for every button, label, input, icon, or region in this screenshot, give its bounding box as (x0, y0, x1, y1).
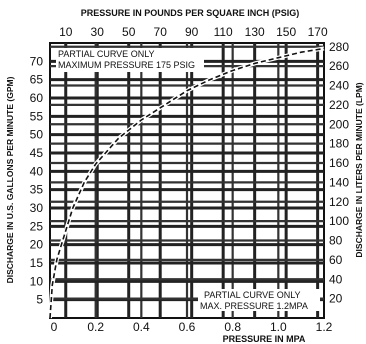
mpa-tick-label-0: 0 (51, 320, 58, 334)
right-axis-title: DISCHARGE IN LITERS PER MINUTE (LPM) (354, 82, 364, 257)
psig-tick-label-5: 110 (214, 25, 233, 39)
gpm-tick-label-10: 55 (30, 109, 44, 123)
psig-tick-label-2: 50 (122, 25, 136, 39)
mpa-tick-label-2: 0.4 (133, 320, 150, 334)
gpm-tick-label-11: 60 (30, 91, 44, 105)
bottom-axis-title: PRESSURE IN MPA (223, 334, 306, 344)
gpm-tick-label-2: 15 (30, 256, 44, 270)
mpa-tick-label-1: 0.2 (87, 320, 104, 334)
left-axis-title: DISCHARGE IN U.S. GALLONS PER MINUTE (GP… (5, 76, 15, 283)
gpm-tick-label-8: 45 (30, 146, 44, 160)
mpa-tick-label-4: 0.8 (224, 320, 241, 334)
note-top-bg (56, 48, 204, 72)
gpm-tick-label-9: 50 (30, 128, 44, 142)
mpa-tick-label-5: 1.0 (270, 320, 287, 334)
gpm-tick-label-7: 40 (30, 164, 44, 178)
mpa-tick-label-3: 0.6 (179, 320, 196, 334)
lpm-tick-label-13: 280 (329, 40, 349, 54)
gpm-tick-label-3: 20 (30, 238, 44, 252)
grid (49, 42, 325, 319)
psig-tick-label-1: 30 (91, 25, 105, 39)
gpm-tick-label-1: 10 (30, 274, 44, 288)
lpm-tick-label-11: 240 (329, 79, 349, 93)
lpm-tick-label-8: 180 (329, 137, 349, 151)
tick-labels: 10 30 50 70 90 110 130 150 170 0 0.2 0.4 0.6 0.8 1.0 1.… (30, 25, 350, 334)
psig-tick-label-0: 10 (59, 25, 73, 39)
lpm-tick-label-10: 220 (329, 98, 349, 112)
top-axis-title: PRESSURE IN POUNDS PER SQUARE INCH (PSIG… (81, 8, 300, 18)
note-top-line-1: PARTIAL CURVE ONLY (58, 49, 155, 59)
psig-tick-label-4: 90 (185, 25, 199, 39)
lpm-tick-label-7: 160 (329, 156, 349, 170)
lpm-tick-label-3: 80 (329, 234, 343, 248)
lpm-tick-label-12: 260 (329, 59, 349, 73)
series-0-line (49, 47, 325, 319)
psig-tick-label-6: 130 (245, 25, 265, 39)
lpm-tick-label-1: 40 (329, 272, 343, 286)
mpa-tick-label-6: 1.2 (316, 320, 333, 334)
lpm-tick-label-5: 120 (329, 195, 349, 209)
gpm-tick-label-13: 70 (30, 54, 44, 68)
note-bottom-bg (198, 289, 320, 311)
psig-tick-label-7: 150 (276, 25, 296, 39)
curve-layer (48, 46, 325, 319)
gpm-tick-label-12: 65 (30, 73, 44, 87)
gpm-tick-label-6: 35 (30, 183, 44, 197)
note-bottom-line-2: MAX. PRESSURE 1.2MPA (200, 301, 308, 311)
lpm-tick-label-0: 20 (329, 292, 343, 306)
gpm-tick-label-5: 30 (30, 201, 44, 215)
gpm-tick-label-0: 5 (36, 293, 43, 307)
lpm-tick-label-4: 100 (329, 214, 349, 228)
lpm-tick-label-9: 200 (329, 117, 349, 131)
note-top-line-2: MAXIMUM PRESSURE 175 PSIG (58, 60, 195, 70)
psig-tick-label-3: 70 (154, 25, 168, 39)
psig-tick-label-8: 170 (308, 25, 328, 39)
lpm-tick-label-6: 140 (329, 175, 349, 189)
note-bottom-line-1: PARTIAL CURVE ONLY (204, 290, 301, 300)
gpm-tick-label-4: 25 (30, 219, 44, 233)
lpm-tick-label-2: 60 (329, 253, 343, 267)
